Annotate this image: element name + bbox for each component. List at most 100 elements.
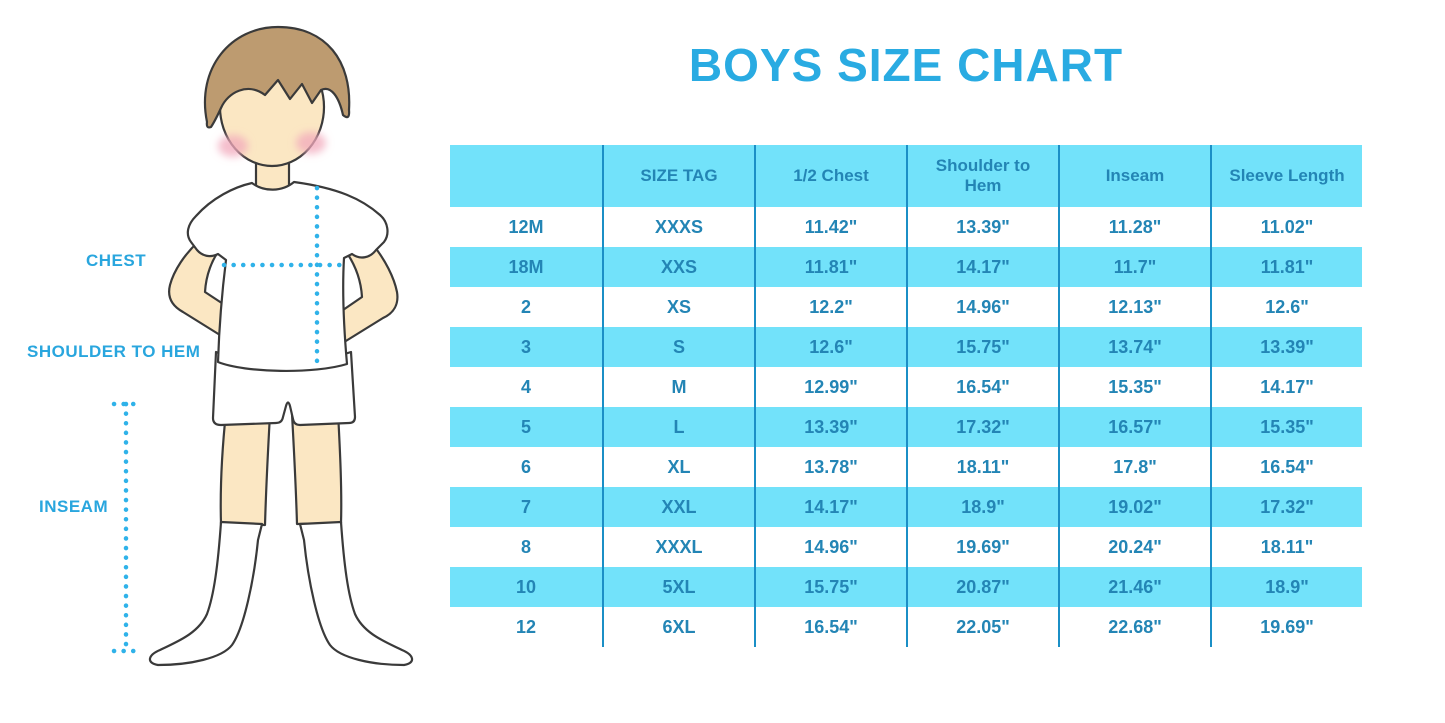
row-value-cell: 19.02" [1058,487,1210,527]
row-value-cell: 11.81" [754,247,906,287]
t-shirt [186,180,389,372]
row-value-cell: 13.78" [754,447,906,487]
size-table: SIZE TAG 1/2 Chest Shoulder to Hem Inseam Sl… [450,145,1362,647]
row-value-cell: 15.75" [906,327,1058,367]
row-size-cell: 12 [450,607,602,647]
row-value-cell: 17.32" [906,407,1058,447]
header-cell: 1/2 Chest [754,145,906,207]
row-value-cell: 15.75" [754,567,906,607]
row-value-cell: 6XL [602,607,754,647]
shoulder-to-hem-label: SHOULDER TO HEM [27,342,201,361]
row-value-cell: 18.9" [906,487,1058,527]
row-value-cell: XS [602,287,754,327]
row-value-cell: 13.39" [754,407,906,447]
row-value-cell: 15.35" [1210,407,1362,447]
table-row: 12M XXXS 11.42" 13.39" 11.28" 11.02" [450,207,1362,247]
row-value-cell: 11.7" [1058,247,1210,287]
row-value-cell: 18.9" [1210,567,1362,607]
table-row: 5 L 13.39" 17.32" 16.57" 15.35" [450,407,1362,447]
table-row: 12 6XL 16.54" 22.05" 22.68" 19.69" [450,607,1362,647]
row-value-cell: 20.24" [1058,527,1210,567]
table-row: 3 S 12.6" 15.75" 13.74" 13.39" [450,327,1362,367]
row-value-cell: XXXS [602,207,754,247]
header-cell: Shoulder to Hem [906,145,1058,207]
header-cell-size [450,145,602,207]
row-value-cell: 16.54" [906,367,1058,407]
row-value-cell: 14.17" [754,487,906,527]
row-value-cell: M [602,367,754,407]
table-body: 12M XXXS 11.42" 13.39" 11.28" 11.02" 18M XXS 11.… [450,207,1362,647]
right-thigh [290,410,343,526]
row-size-cell: 2 [450,287,602,327]
row-value-cell: 14.96" [754,527,906,567]
row-value-cell: 12.99" [754,367,906,407]
row-value-cell: 14.96" [906,287,1058,327]
table-header-row: SIZE TAG 1/2 Chest Shoulder to Hem Inseam Sl… [450,145,1362,207]
table-row: 10 5XL 15.75" 20.87" 21.46" 18.9" [450,567,1362,607]
row-value-cell: 20.87" [906,567,1058,607]
row-value-cell: 12.13" [1058,287,1210,327]
row-value-cell: 22.68" [1058,607,1210,647]
left-sock [148,520,264,667]
row-value-cell: XXL [602,487,754,527]
boy-illustration-svg [111,25,414,667]
row-value-cell: 11.28" [1058,207,1210,247]
table-row: 4 M 12.99" 16.54" 15.35" 14.17" [450,367,1362,407]
row-size-cell: 4 [450,367,602,407]
left-thigh [219,410,272,527]
row-value-cell: S [602,327,754,367]
row-value-cell: 17.8" [1058,447,1210,487]
row-value-cell: 16.54" [754,607,906,647]
table-row: 7 XXL 14.17" 18.9" 19.02" 17.32" [450,487,1362,527]
row-value-cell: 17.32" [1210,487,1362,527]
row-value-cell: 5XL [602,567,754,607]
header-cell: SIZE TAG [602,145,754,207]
table-row: 6 XL 13.78" 18.11" 17.8" 16.54" [450,447,1362,487]
table-row: 18M XXS 11.81" 14.17" 11.7" 11.81" [450,247,1362,287]
right-sock [298,520,414,667]
row-value-cell: 11.81" [1210,247,1362,287]
header-cell: Inseam [1058,145,1210,207]
row-value-cell: 15.35" [1058,367,1210,407]
row-value-cell: XXXL [602,527,754,567]
row-value-cell: 16.54" [1210,447,1362,487]
row-value-cell: 13.74" [1058,327,1210,367]
cheeks [218,132,326,157]
row-size-cell: 12M [450,207,602,247]
row-value-cell: 14.17" [906,247,1058,287]
row-size-cell: 6 [450,447,602,487]
row-value-cell: 22.05" [906,607,1058,647]
table-head: SIZE TAG 1/2 Chest Shoulder to Hem Inseam Sl… [450,145,1362,207]
row-value-cell: 19.69" [1210,607,1362,647]
boy-illustration: CHEST SHOULDER TO HEM INSEAM [0,0,450,723]
table-row: 2 XS 12.2" 14.96" 12.13" 12.6" [450,287,1362,327]
row-value-cell: 14.17" [1210,367,1362,407]
row-value-cell: 18.11" [906,447,1058,487]
row-value-cell: XXS [602,247,754,287]
inseam-label: INSEAM [39,497,109,516]
row-value-cell: 21.46" [1058,567,1210,607]
row-value-cell: 16.57" [1058,407,1210,447]
row-value-cell: 19.69" [906,527,1058,567]
row-size-cell: 7 [450,487,602,527]
row-value-cell: 12.6" [754,327,906,367]
table-row: 8 XXXL 14.96" 19.69" 20.24" 18.11" [450,527,1362,567]
page-title: BOYS SIZE CHART [688,39,1124,91]
chest-label: CHEST [86,251,147,270]
row-size-cell: 10 [450,567,602,607]
row-value-cell: XL [602,447,754,487]
header-cell: Sleeve Length [1210,145,1362,207]
row-size-cell: 5 [450,407,602,447]
row-size-cell: 8 [450,527,602,567]
row-size-cell: 3 [450,327,602,367]
row-value-cell: 13.39" [1210,327,1362,367]
row-value-cell: 11.02" [1210,207,1362,247]
row-size-cell: 18M [450,247,602,287]
row-value-cell: 11.42" [754,207,906,247]
hair [203,25,351,129]
row-value-cell: 12.6" [1210,287,1362,327]
row-value-cell: 12.2" [754,287,906,327]
row-value-cell: L [602,407,754,447]
row-value-cell: 18.11" [1210,527,1362,567]
